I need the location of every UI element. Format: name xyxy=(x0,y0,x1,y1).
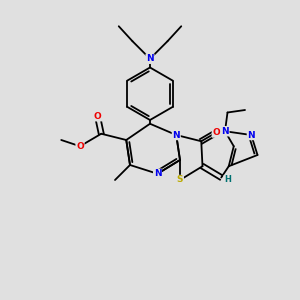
Text: N: N xyxy=(146,54,154,63)
Text: N: N xyxy=(221,127,229,136)
Text: N: N xyxy=(172,130,180,140)
Text: O: O xyxy=(212,128,220,137)
Text: S: S xyxy=(177,176,183,184)
Text: H: H xyxy=(224,176,231,184)
Text: O: O xyxy=(76,142,84,151)
Text: N: N xyxy=(248,130,255,140)
Text: N: N xyxy=(154,169,161,178)
Text: O: O xyxy=(94,112,101,121)
